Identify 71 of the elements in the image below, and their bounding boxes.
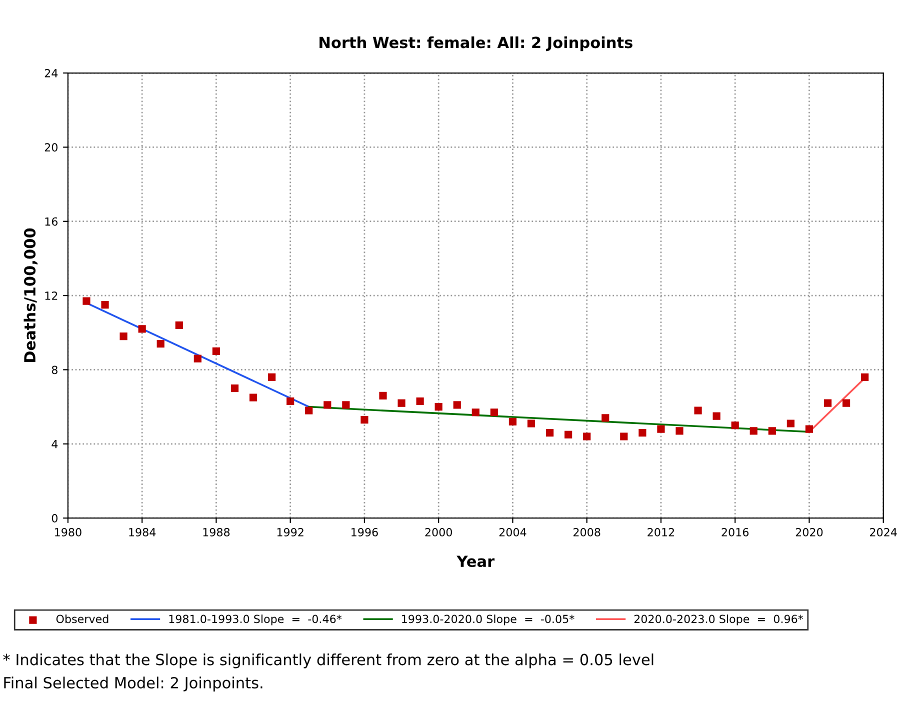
point (212, 347, 220, 355)
point (379, 392, 387, 400)
point (546, 428, 554, 437)
point (731, 422, 739, 430)
legend-label: 1993.0-2020.0 Slope = -0.05* (402, 614, 574, 626)
text: Final Selected Model: 2 Joinpoints. (4, 676, 262, 692)
point (416, 397, 424, 406)
point (842, 399, 850, 407)
y-tick-label: 4 (52, 440, 58, 448)
x-tick-label: 2008 (574, 528, 600, 536)
point (194, 354, 202, 362)
point (564, 430, 572, 438)
point (768, 427, 776, 435)
point (249, 394, 258, 402)
y-tick-label: 0 (52, 514, 58, 522)
point (490, 408, 498, 416)
point (175, 321, 183, 330)
point (305, 406, 313, 414)
chart-title: North West: female: All: 2 Joinpoints (320, 36, 632, 52)
point (786, 420, 794, 428)
point (657, 425, 665, 433)
point (453, 401, 461, 409)
text: * Indicates that the Slope is significantly different from zero at the alpha = 0.05 level (3, 654, 654, 668)
point (360, 416, 368, 424)
point (861, 373, 869, 381)
point (324, 401, 332, 409)
y-tick-label: 16 (45, 217, 58, 226)
legend-label: Observed (56, 614, 108, 624)
point (694, 406, 702, 414)
point (268, 373, 276, 381)
point (527, 420, 536, 428)
point (750, 427, 758, 435)
point (712, 412, 720, 420)
point (82, 297, 90, 305)
point (472, 408, 480, 416)
x-tick-label: 1980 (55, 528, 82, 536)
point (230, 384, 239, 392)
legend-label: 2020.0-2023.0 Slope = 0.96* (634, 614, 804, 626)
y-axis-title: Deaths/100,000 (24, 228, 38, 362)
point (824, 399, 832, 407)
x-tick-label: 1984 (129, 528, 156, 536)
x-tick-label: 1996 (352, 528, 378, 536)
point (120, 332, 128, 340)
point (620, 432, 628, 440)
point (434, 403, 442, 411)
point (342, 401, 350, 409)
legend-label: 1981.0-1993.0 Slope = -0.46* (169, 614, 342, 626)
x-tick-label: 1988 (203, 528, 230, 536)
x-tick-label: 2000 (425, 528, 452, 536)
x-tick-label: 2016 (722, 528, 749, 536)
y-tick-label: 8 (52, 366, 58, 374)
x-tick-label: 1992 (277, 528, 304, 536)
x-tick-label: 2012 (648, 528, 674, 536)
point (101, 301, 109, 309)
x-tick-label: 2024 (870, 528, 897, 536)
point (602, 414, 610, 422)
point (398, 399, 406, 407)
y-tick-label: 20 (44, 143, 58, 152)
x-tick-label: 2020 (796, 528, 823, 536)
point (286, 397, 294, 406)
point (508, 418, 517, 426)
x-tick-label: 2004 (499, 528, 526, 536)
point (676, 427, 684, 435)
y-tick-label: 24 (44, 68, 58, 78)
x-axis-title: Year (456, 556, 495, 568)
point (805, 425, 814, 433)
point (638, 428, 646, 437)
point (138, 325, 146, 333)
y-tick-label: 12 (45, 292, 58, 300)
point (583, 432, 591, 440)
point (156, 340, 164, 348)
